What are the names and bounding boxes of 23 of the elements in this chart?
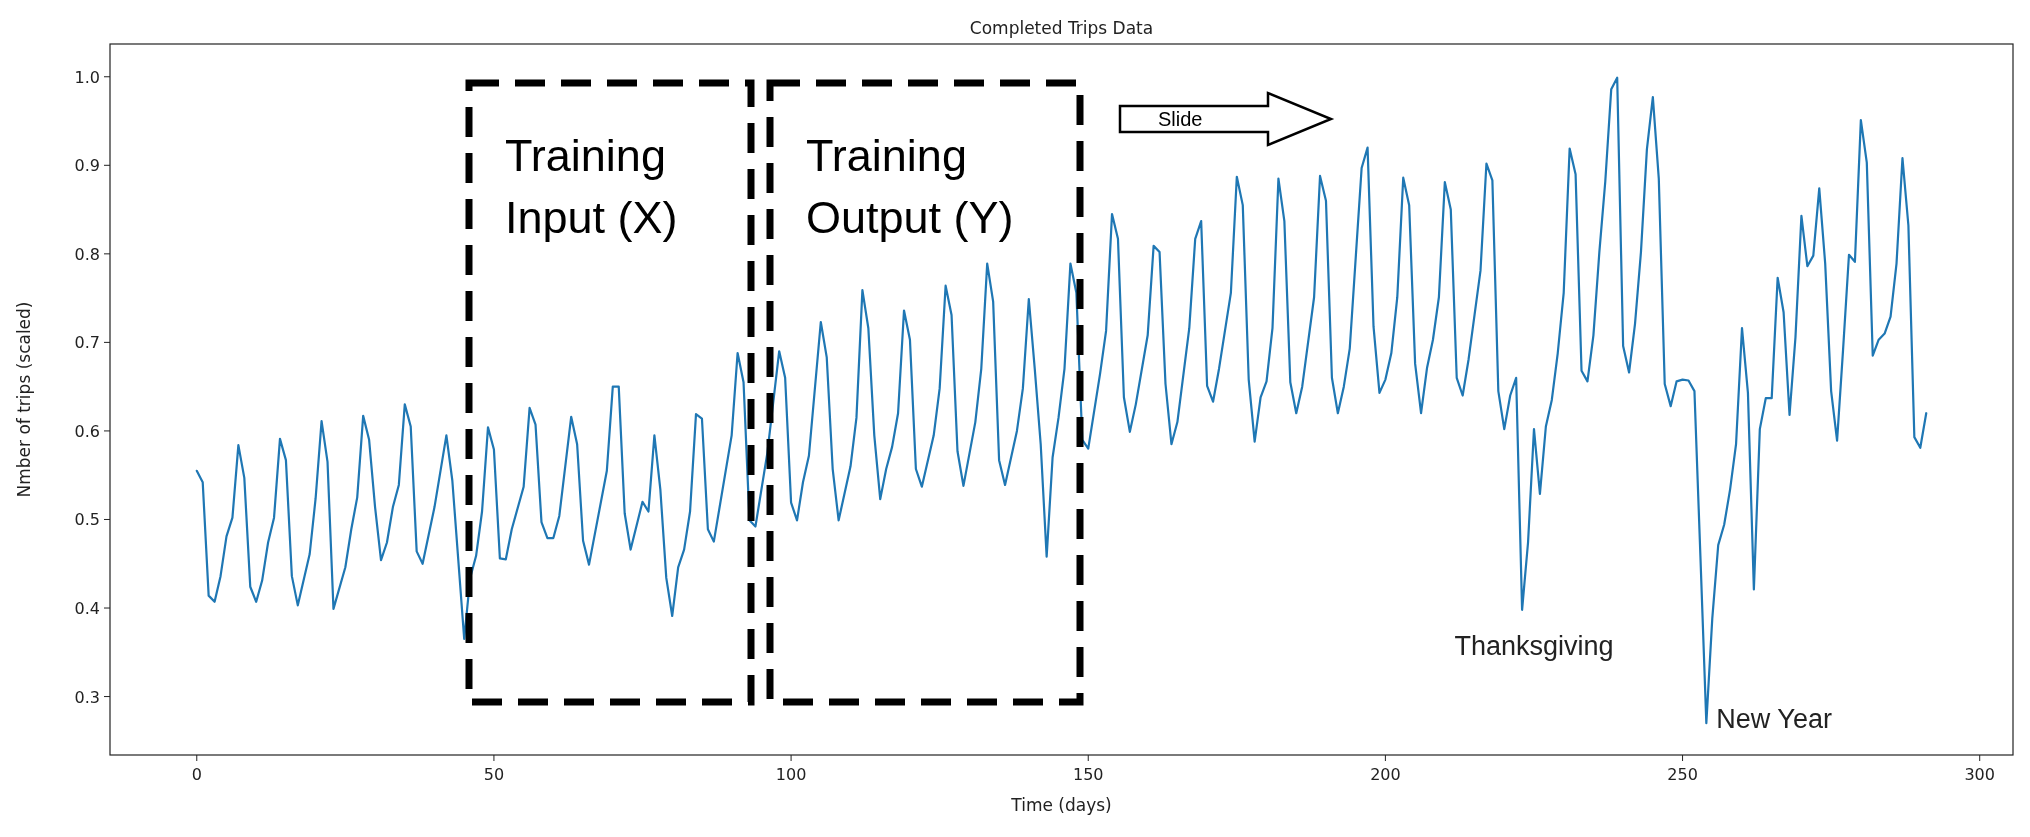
x-tick-label: 300 (1964, 765, 1995, 784)
x-tick-label: 100 (775, 765, 807, 784)
y-tick-label: 0.3 (74, 687, 100, 707)
y-tick-label: 1.0 (74, 67, 100, 87)
x-tick-label: 200 (1370, 765, 1401, 784)
x-tick-label: 250 (1667, 765, 1698, 784)
y-tick-label: 0.6 (74, 421, 100, 441)
y-tick-label: 0.4 (74, 599, 100, 619)
y-tick-label: 0.8 (74, 244, 100, 264)
annotation: New Year (1716, 704, 1832, 735)
x-tick-label: 50 (483, 765, 505, 784)
annotation: Slide (1158, 108, 1203, 130)
annotation: Training Output (Y) (806, 130, 1014, 243)
x-tick-label: 0 (191, 765, 202, 784)
chart-title: Completed Trips Data (969, 18, 1154, 38)
y-tick-label: 0.7 (74, 333, 100, 353)
x-axis-title: Time (days) (1010, 795, 1112, 815)
x-tick-label: 150 (1072, 765, 1104, 784)
y-tick-label: 0.5 (74, 510, 100, 530)
y-tick-label: 0.9 (74, 156, 100, 176)
annotation: Training Input (X) (505, 130, 678, 243)
annotation: Thanksgiving (1454, 630, 1614, 661)
y-axis-title: Nmber of trips (scaled) (14, 301, 34, 498)
